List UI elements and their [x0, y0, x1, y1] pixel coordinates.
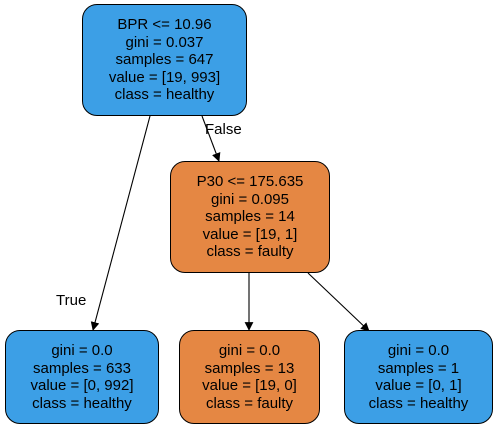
node-gini-label: gini = 0.0 [51, 342, 113, 359]
node-samples-label: samples = 13 [204, 359, 295, 377]
node-samples-label: samples = 647 [115, 51, 214, 69]
node-samples-label: samples = 14 [205, 208, 295, 226]
node-class-label: class = healthy [32, 394, 132, 412]
node-samples-label: samples = 633 [33, 359, 131, 377]
node-value-label: value = [19, 1] [202, 225, 298, 243]
node-value-label: value = [0, 992] [30, 377, 134, 394]
node-class-label: class = faulty [206, 243, 294, 261]
node-value-label: value = [19, 0] [202, 377, 297, 394]
tree-node-leaf-left: gini = 0.0 samples = 633 value = [0, 992… [5, 330, 159, 424]
tree-node-root: BPR <= 10.96 gini = 0.037 samples = 647 … [82, 4, 247, 116]
edge-label-true: True [56, 292, 87, 309]
tree-node-leaf-mid: gini = 0.0 samples = 13 value = [19, 0] … [179, 330, 320, 424]
node-gini-label: gini = 0.0 [387, 342, 450, 359]
node-class-label: class = healthy [114, 86, 215, 104]
node-samples-label: samples = 1 [377, 359, 460, 377]
node-value-label: value = [19, 993] [108, 68, 221, 86]
node-split-label: P30 <= 175.635 [196, 173, 304, 191]
tree-node-right: P30 <= 175.635 gini = 0.095 samples = 14… [170, 161, 330, 273]
edge-right-node-to-leaf-right [307, 272, 370, 332]
edge-root-to-leaf-left [90, 115, 151, 331]
node-gini-label: gini = 0.0 [218, 342, 281, 359]
node-gini-label: gini = 0.037 [125, 33, 204, 51]
edge-root-to-right-node [201, 115, 221, 162]
node-class-label: class = faulty [205, 394, 294, 412]
node-gini-label: gini = 0.095 [211, 190, 289, 208]
node-value-label: value = [0, 1] [375, 377, 462, 394]
tree-node-leaf-right: gini = 0.0 samples = 1 value = [0, 1] cl… [344, 330, 493, 424]
node-class-label: class = healthy [368, 394, 469, 412]
edge-label-false: False [205, 121, 242, 138]
node-split-label: BPR <= 10.96 [117, 16, 212, 34]
